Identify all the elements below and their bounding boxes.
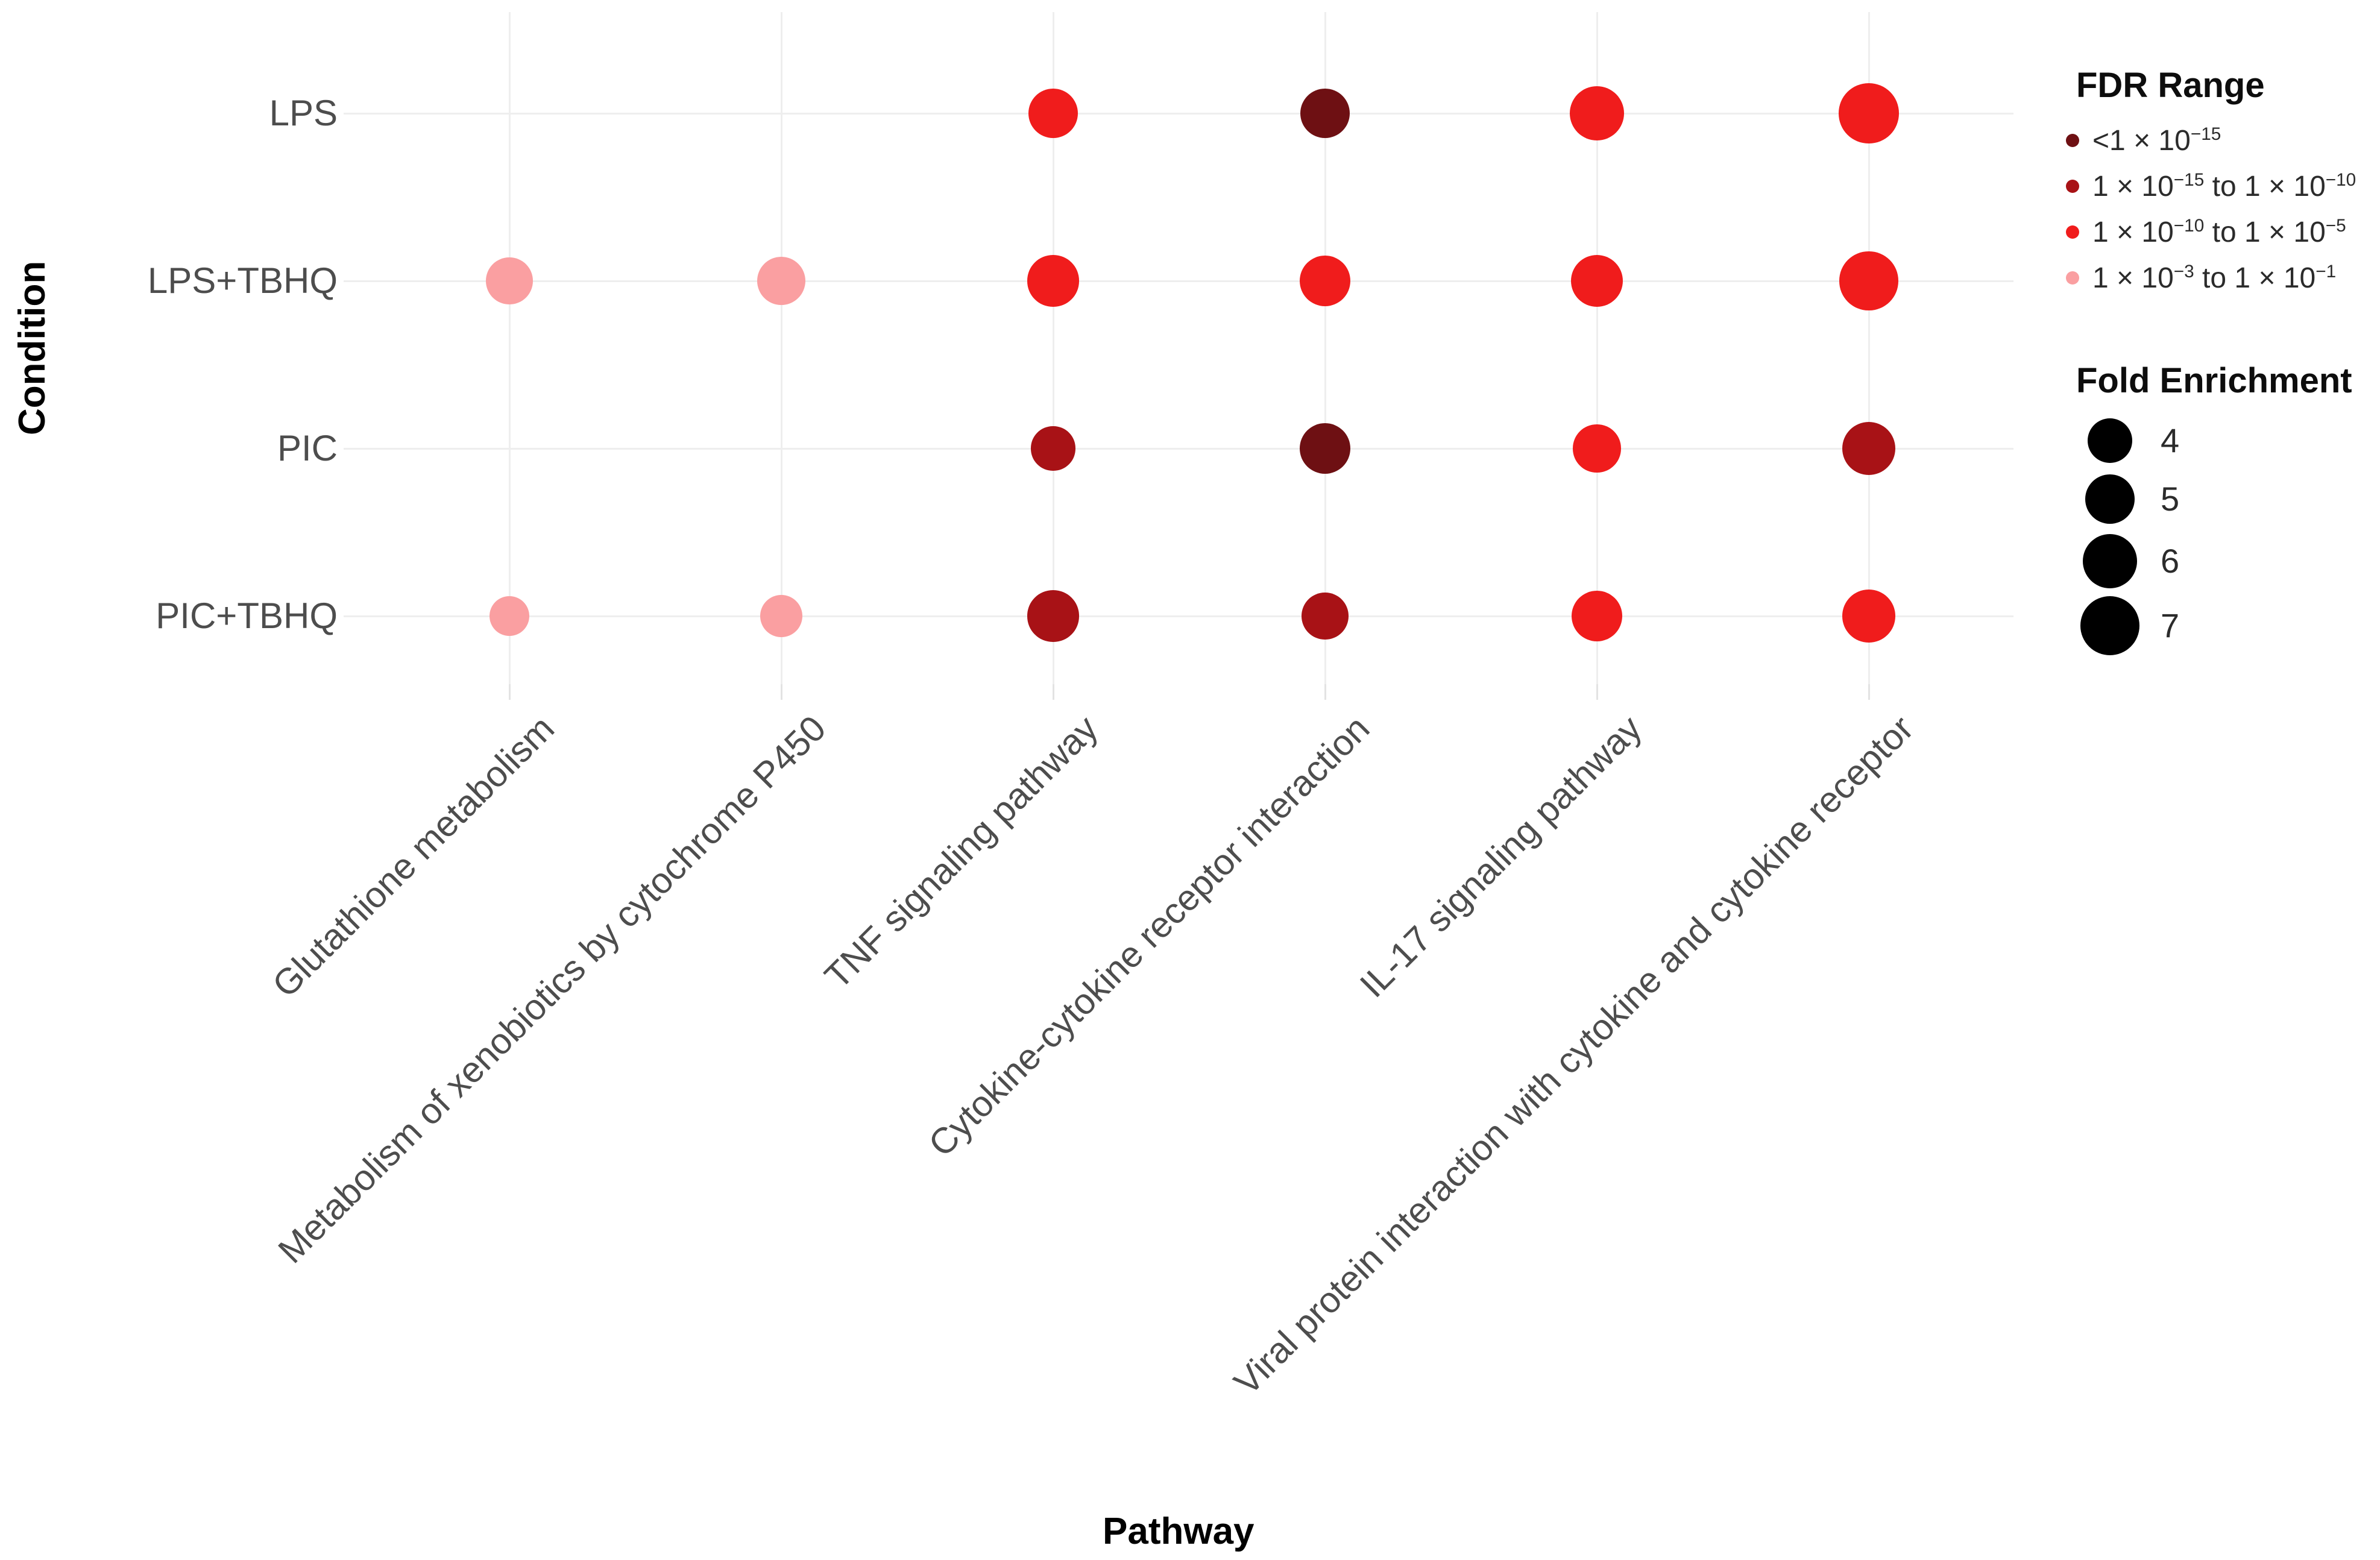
- x-axis-tick: [1324, 684, 1326, 700]
- size-legend-value: 6: [2161, 542, 2180, 580]
- fdr-legend-item: 1 × 10−15 to 1 × 10−10: [2066, 166, 2356, 207]
- grid-line-horizontal: [344, 280, 2013, 282]
- fdr-legend-item-label: 1 × 10−10 to 1 × 10−5: [2092, 215, 2346, 248]
- data-point-dot: [1571, 590, 1623, 642]
- fdr-legend-item-label: <1 × 10−15: [2092, 124, 2221, 157]
- size-legend-dot: [2085, 474, 2135, 524]
- grid-line-horizontal: [344, 448, 2013, 450]
- y-tick-label: PIC: [277, 428, 338, 468]
- data-point-dot: [1299, 255, 1351, 307]
- size-legend-dot: [2088, 418, 2132, 463]
- x-axis-title: Pathway: [1103, 1511, 1255, 1552]
- data-point-dot: [1839, 83, 1899, 143]
- y-tick-label: PIC+TBHQ: [156, 596, 338, 636]
- size-legend-dot: [2082, 533, 2138, 589]
- grid-line-vertical: [1324, 12, 1326, 684]
- fdr-legend-dot: [2066, 180, 2079, 193]
- x-axis-tick: [509, 684, 511, 700]
- data-point-dot: [1573, 424, 1621, 473]
- y-axis-title: Condition: [11, 260, 53, 435]
- x-tick-label: Viral protein interaction with cytokine …: [1226, 708, 1921, 1403]
- grid-line-vertical: [1868, 12, 1870, 684]
- fdr-legend-item: 1 × 10−3 to 1 × 10−1: [2066, 257, 2336, 298]
- size-legend-title: Fold Enrichment: [2076, 361, 2352, 400]
- grid-line-vertical: [781, 12, 782, 684]
- data-point-dot: [489, 596, 530, 637]
- x-axis-tick: [1053, 684, 1054, 700]
- fdr-legend-dot: [2066, 134, 2079, 147]
- fdr-legend-dot: [2066, 225, 2079, 239]
- data-point-dot: [1031, 426, 1075, 471]
- x-axis-tick: [1868, 684, 1870, 700]
- fdr-legend-dot: [2066, 271, 2079, 285]
- grid-line-vertical: [1053, 12, 1054, 684]
- x-tick-label: IL-17 signaling pathway: [1352, 708, 1649, 1005]
- data-point-dot: [1570, 254, 1623, 307]
- data-point-dot: [760, 594, 803, 638]
- fdr-legend-item-label: 1 × 10−3 to 1 × 10−1: [2092, 261, 2337, 294]
- data-point-dot: [1842, 590, 1895, 643]
- data-point-dot: [1299, 423, 1351, 474]
- grid-line-vertical: [1596, 12, 1598, 684]
- x-tick-label: Metabolism of xenobiotics by cytochrome …: [270, 708, 834, 1271]
- grid-line-horizontal: [344, 113, 2013, 115]
- fdr-legend-item-label: 1 × 10−15 to 1 × 10−10: [2092, 169, 2356, 203]
- size-legend-value: 7: [2161, 606, 2180, 644]
- y-tick-label: LPS+TBHQ: [147, 260, 338, 301]
- data-point-dot: [757, 256, 806, 306]
- x-axis-tick: [1596, 684, 1598, 700]
- data-point-dot: [1300, 89, 1350, 138]
- data-point-dot: [1028, 89, 1078, 138]
- data-point-dot: [1027, 590, 1079, 642]
- size-legend-dot: [2080, 596, 2139, 655]
- grid-line-vertical: [509, 12, 511, 684]
- size-legend-value: 5: [2161, 480, 2180, 518]
- x-axis-tick: [781, 684, 782, 700]
- data-point-dot: [1842, 421, 1896, 476]
- data-point-dot: [486, 257, 533, 304]
- grid-line-horizontal: [344, 615, 2013, 617]
- data-point-dot: [1570, 86, 1624, 140]
- fdr-legend-item: <1 × 10−15: [2066, 120, 2221, 161]
- x-tick-label: Cytokine-cytokine receptor interaction: [921, 708, 1377, 1165]
- x-tick-label: TNF signaling pathway: [816, 708, 1106, 997]
- x-tick-label: Glutathione metabolism: [264, 708, 562, 1005]
- fdr-legend-item: 1 × 10−10 to 1 × 10−5: [2066, 212, 2346, 253]
- data-point-dot: [1027, 255, 1079, 307]
- data-point-dot: [1302, 593, 1349, 640]
- y-tick-label: LPS: [269, 93, 338, 133]
- size-legend-value: 4: [2161, 421, 2180, 459]
- fdr-legend-title: FDR Range: [2076, 66, 2265, 105]
- data-point-dot: [1839, 251, 1898, 310]
